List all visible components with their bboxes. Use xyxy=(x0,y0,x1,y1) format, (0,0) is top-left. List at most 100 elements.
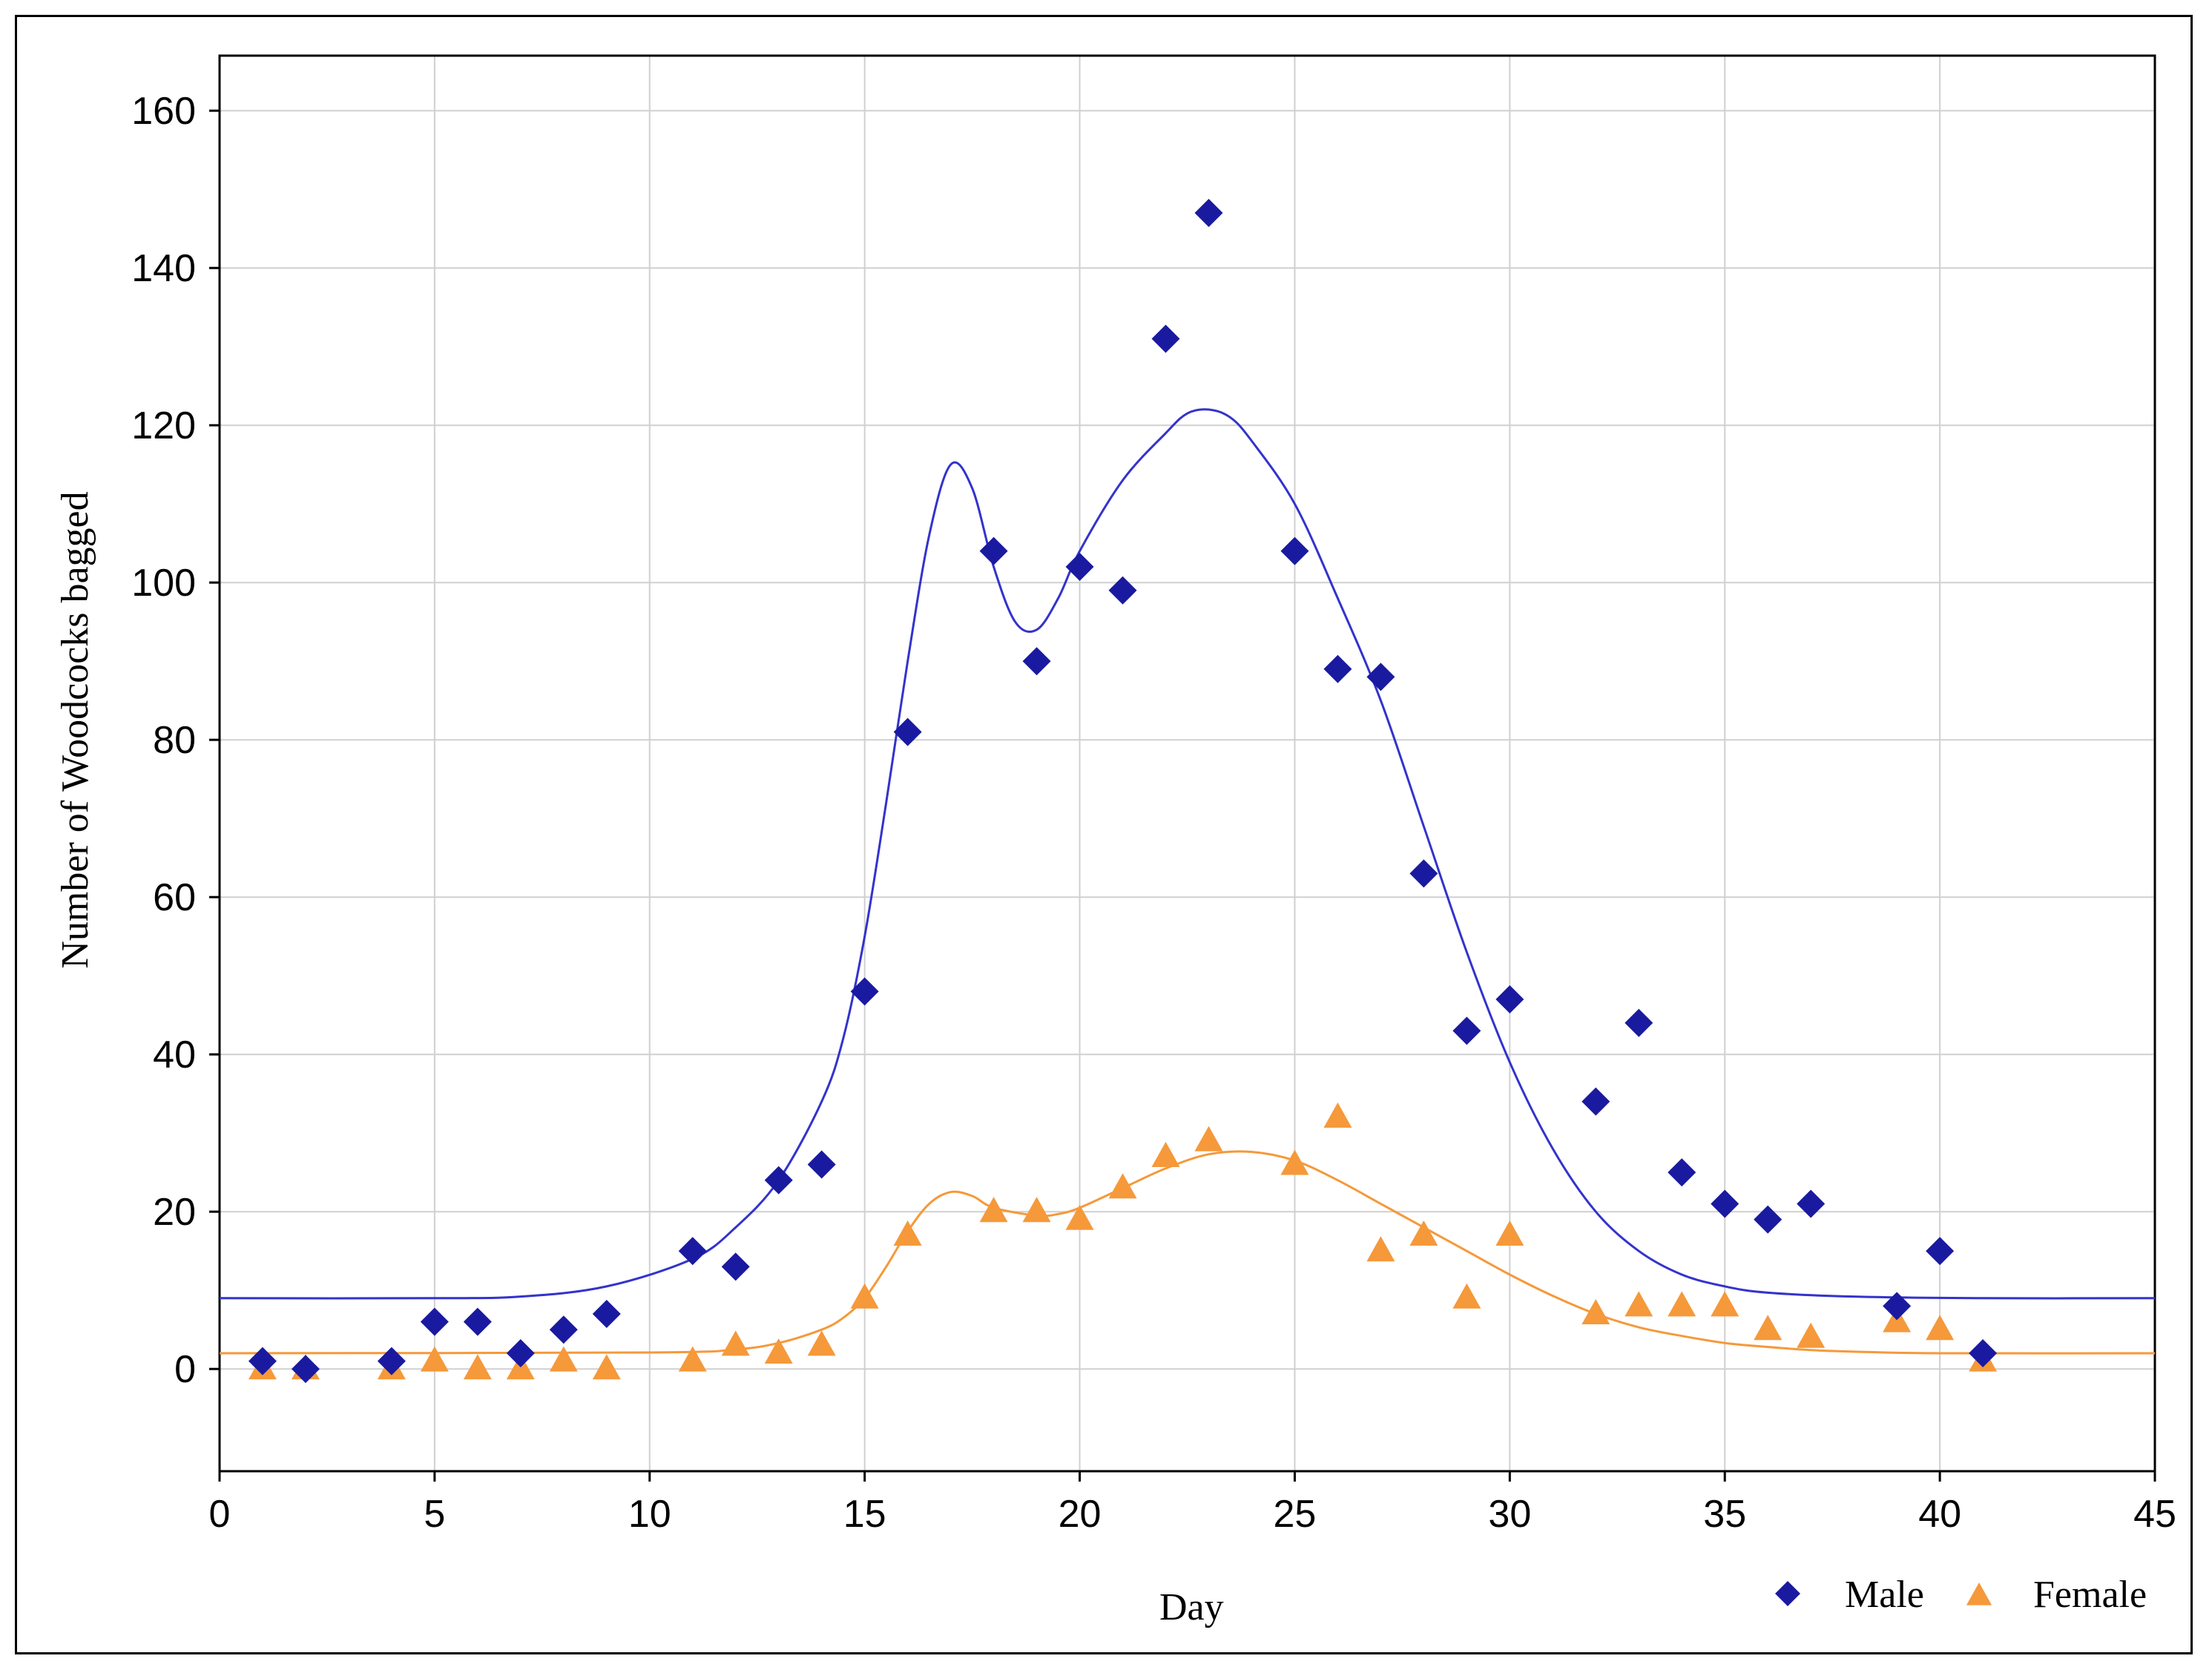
male-point xyxy=(1625,1008,1653,1037)
male-point xyxy=(1754,1205,1783,1234)
y-tick-label: 40 xyxy=(153,1033,196,1077)
female-point xyxy=(592,1354,621,1380)
male-point xyxy=(1323,654,1352,683)
scatter-chart: 0 5 10 15 20 25 30 35 40 45 0 20 40 60 80 100 120 140 160… xyxy=(54,54,2176,1628)
female-point xyxy=(463,1354,492,1380)
male-point xyxy=(1495,985,1524,1013)
figure-frame: 0 5 10 15 20 25 30 35 40 45 0 20 40 60 80 100 120 140 160… xyxy=(15,15,2193,1654)
y-tick-label: 140 xyxy=(131,247,196,290)
y-tick-label: 120 xyxy=(131,404,196,447)
legend-label-male: Male xyxy=(1845,1574,1924,1616)
female-point xyxy=(850,1283,879,1309)
male-point xyxy=(678,1237,707,1266)
y-axis-ticks: 0 20 40 60 80 100 120 140 160 xyxy=(131,90,220,1391)
y-tick-label: 80 xyxy=(153,719,196,762)
male-point xyxy=(1151,324,1180,353)
male-point xyxy=(1280,536,1309,565)
female-point xyxy=(1926,1315,1955,1341)
male-point xyxy=(463,1307,492,1336)
female-point xyxy=(721,1330,750,1356)
y-tick-label: 100 xyxy=(131,562,196,605)
male-point xyxy=(1926,1237,1955,1266)
female-point xyxy=(979,1197,1008,1223)
legend-marker-female xyxy=(1966,1582,1992,1605)
female-point xyxy=(1711,1291,1739,1317)
legend-diamond-icon xyxy=(1775,1581,1800,1606)
male-point xyxy=(1581,1087,1610,1116)
female-point xyxy=(1754,1315,1783,1341)
male-point xyxy=(850,977,879,1006)
male-point xyxy=(1409,859,1438,888)
female-point xyxy=(1581,1299,1610,1324)
y-tick-label: 0 xyxy=(174,1348,196,1391)
male-point xyxy=(1108,576,1137,605)
male-point xyxy=(721,1252,750,1281)
male-point xyxy=(248,1347,277,1375)
female-point xyxy=(1194,1125,1223,1151)
male-point xyxy=(764,1166,793,1194)
x-tick-label: 40 xyxy=(1918,1493,1961,1536)
male-point xyxy=(420,1307,449,1336)
female-point xyxy=(678,1346,707,1372)
x-tick-label: 45 xyxy=(2133,1493,2176,1536)
x-tick-label: 20 xyxy=(1059,1493,1102,1536)
female-point xyxy=(1280,1149,1309,1175)
male-point xyxy=(1065,553,1094,581)
female-point xyxy=(1495,1220,1524,1246)
male-point xyxy=(377,1347,406,1375)
x-axis-title: Day xyxy=(1159,1586,1224,1628)
female-point xyxy=(1065,1204,1094,1230)
male-point xyxy=(1194,199,1223,227)
female-point xyxy=(1108,1173,1137,1199)
male-point xyxy=(1711,1189,1739,1218)
female-point xyxy=(1625,1291,1653,1317)
legend-triangle-icon xyxy=(1966,1582,1992,1605)
female-point xyxy=(1151,1142,1180,1167)
y-tick-label: 160 xyxy=(131,90,196,133)
male-point xyxy=(1797,1189,1826,1218)
x-tick-label: 25 xyxy=(1274,1493,1317,1536)
x-axis-ticks: 0 5 10 15 20 25 30 35 40 45 xyxy=(209,1471,2176,1536)
female-point xyxy=(764,1338,793,1364)
male-point xyxy=(291,1355,320,1384)
male-point xyxy=(1969,1339,1998,1367)
female-point xyxy=(807,1330,836,1356)
male-point xyxy=(893,717,922,746)
female-point xyxy=(1366,1236,1395,1262)
female-point xyxy=(1323,1102,1352,1128)
male-fit-curve xyxy=(219,408,2156,1300)
female-point xyxy=(549,1346,578,1372)
male-point xyxy=(1452,1016,1481,1045)
male-point xyxy=(1668,1158,1696,1187)
x-tick-label: 0 xyxy=(209,1493,231,1536)
female-fit-curve xyxy=(219,1150,2156,1355)
x-tick-label: 15 xyxy=(843,1493,886,1536)
female-point xyxy=(1452,1283,1481,1309)
y-axis-title: Number of Woodcocks bagged xyxy=(54,491,96,968)
male-point xyxy=(1883,1292,1912,1321)
female-point xyxy=(1668,1291,1696,1317)
x-tick-label: 35 xyxy=(1703,1493,1746,1536)
x-tick-label: 30 xyxy=(1488,1493,1531,1536)
male-point xyxy=(807,1150,836,1179)
plot-area xyxy=(218,54,2156,1473)
x-tick-label: 5 xyxy=(424,1493,445,1536)
male-point xyxy=(1366,663,1395,691)
female-point xyxy=(1022,1197,1051,1223)
male-point xyxy=(549,1315,578,1344)
male-point xyxy=(592,1300,621,1328)
female-point xyxy=(893,1220,922,1246)
y-tick-label: 20 xyxy=(153,1191,196,1234)
female-point xyxy=(420,1346,449,1372)
data-points xyxy=(248,199,1998,1384)
x-tick-label: 10 xyxy=(628,1493,671,1536)
female-point xyxy=(1409,1220,1438,1246)
male-point xyxy=(506,1339,535,1367)
gridlines xyxy=(220,56,2155,1471)
male-point xyxy=(1022,647,1051,676)
legend-marker-male xyxy=(1775,1581,1800,1606)
male-point xyxy=(979,536,1008,565)
legend: Male Female xyxy=(1775,1574,2147,1616)
female-point xyxy=(1797,1322,1826,1348)
y-tick-label: 60 xyxy=(153,876,196,919)
